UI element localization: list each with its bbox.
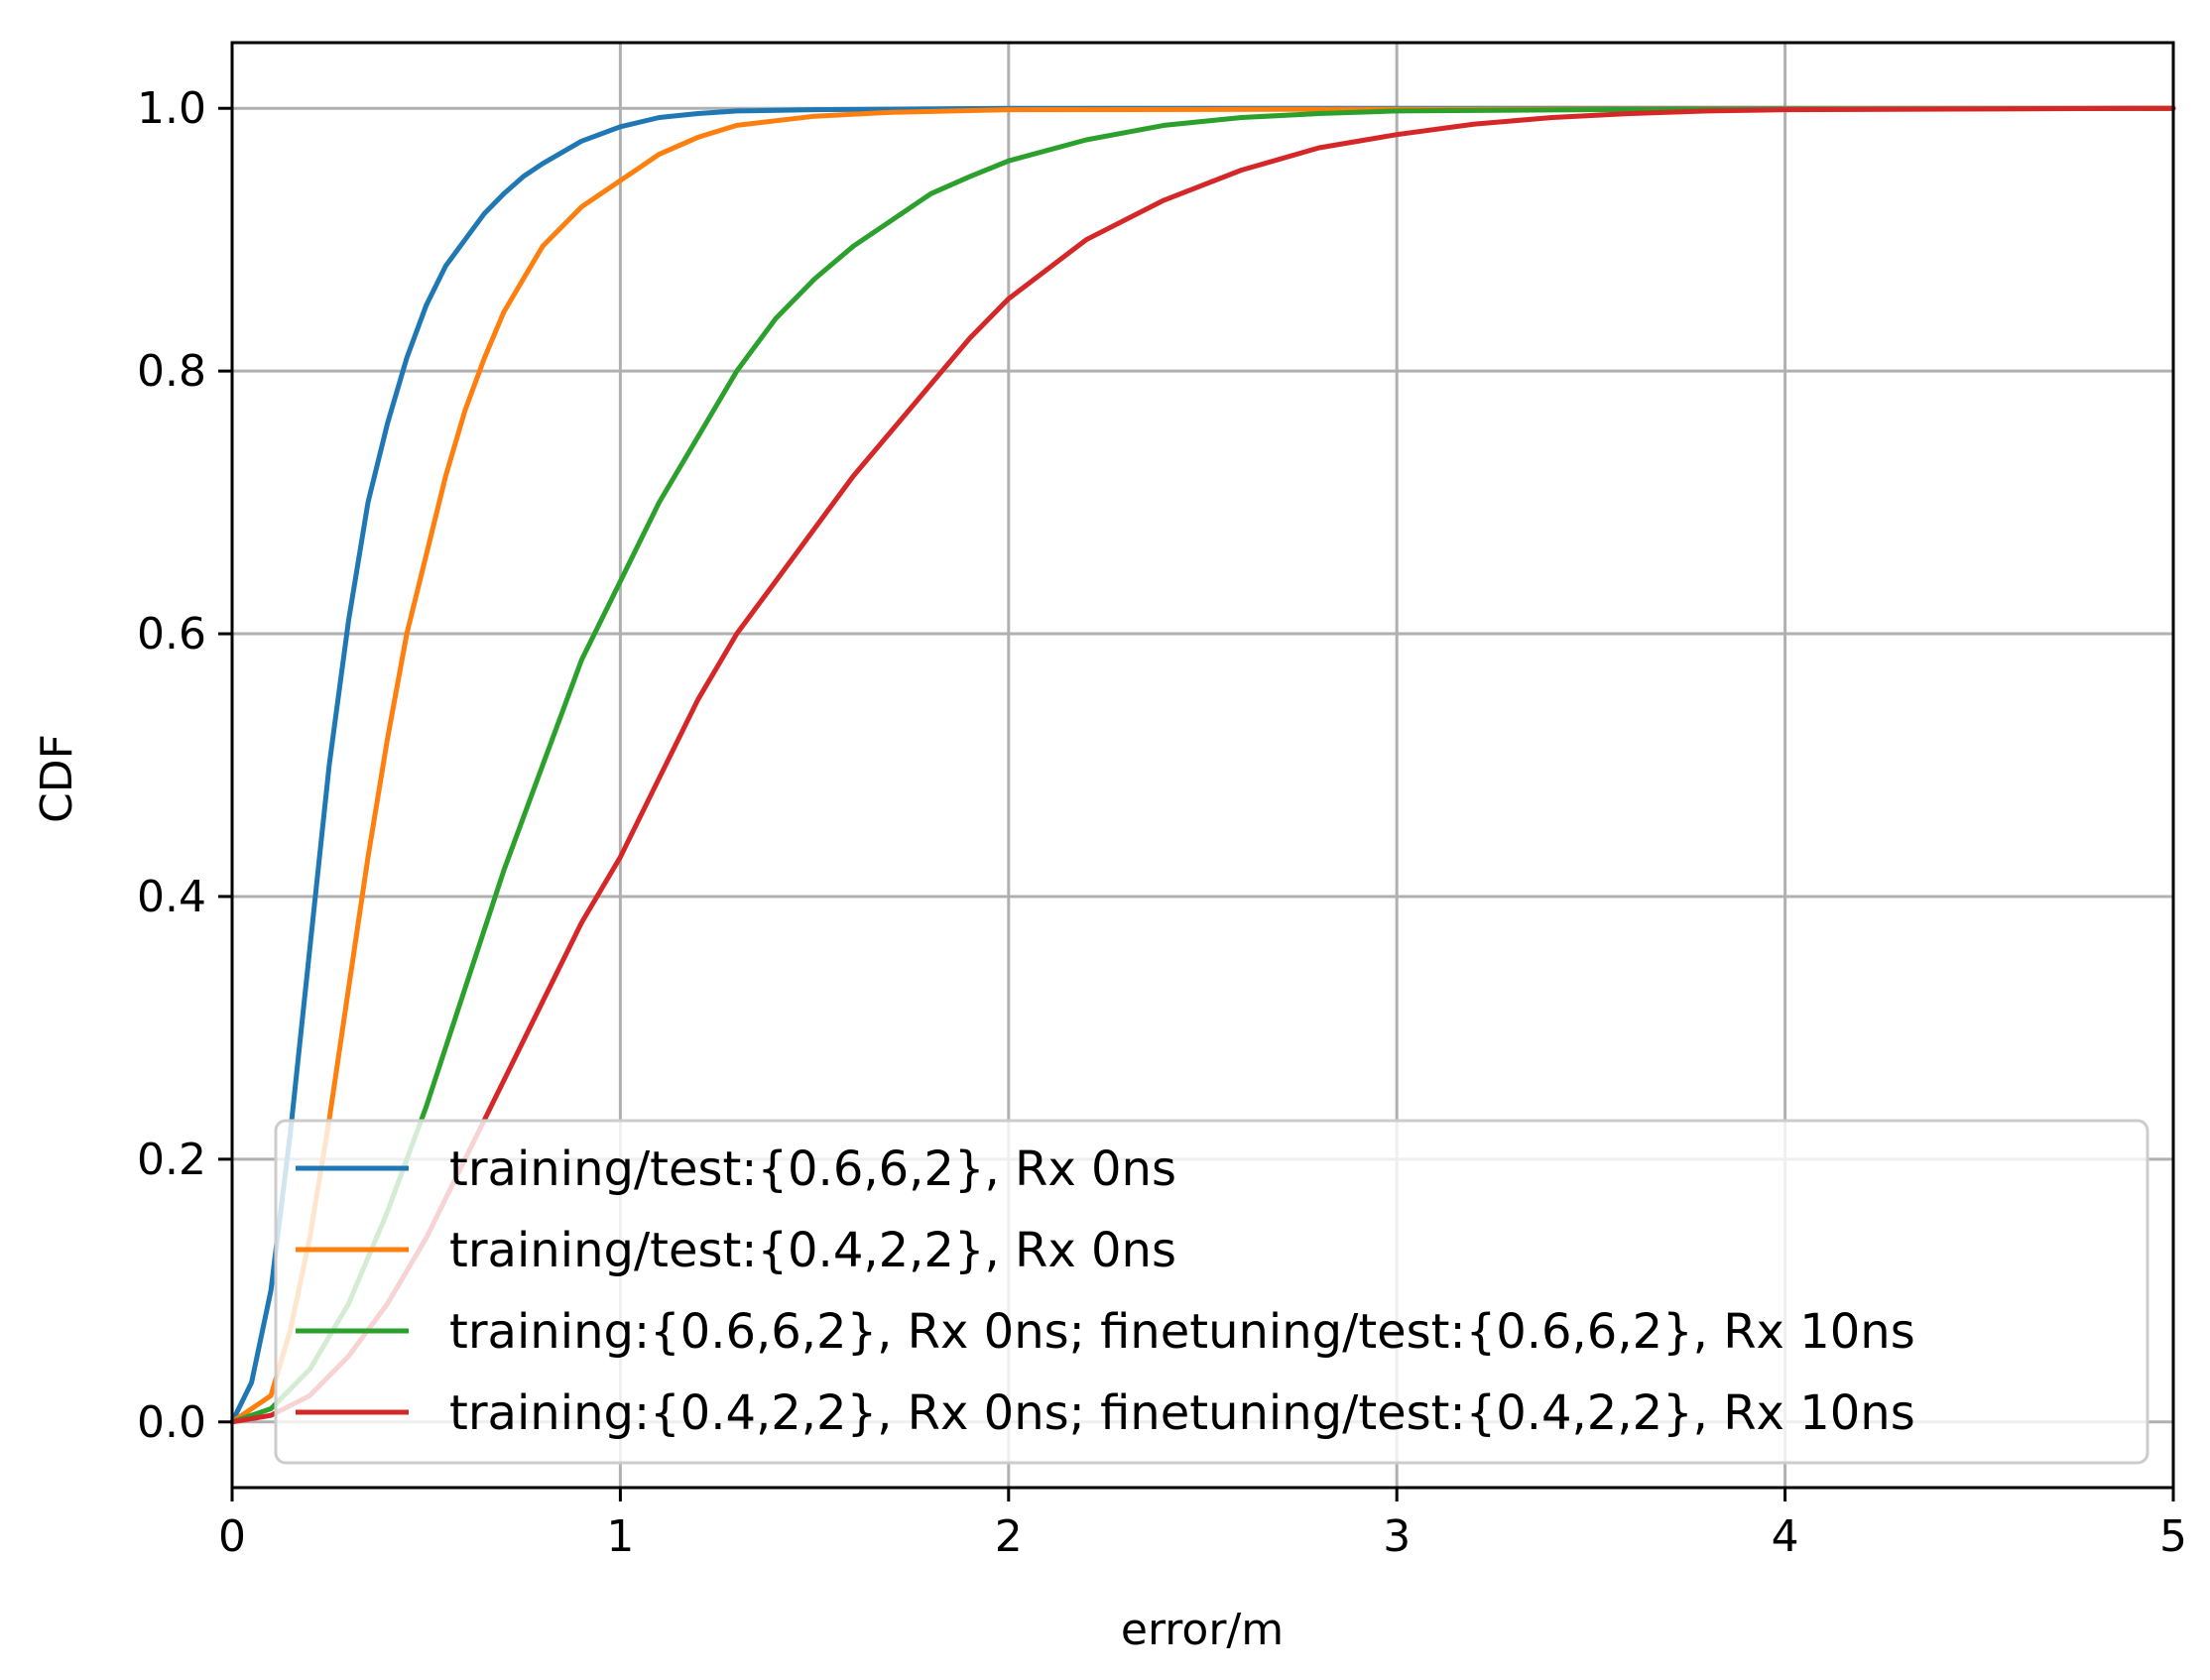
- axis-ticks: 0 1 2 3 4 5 0.0 0.2 0.4 0.6 0.8 1.0: [137, 83, 2187, 1562]
- y-tick-label: 0.8: [137, 346, 206, 397]
- y-tick-label: 0.0: [137, 1397, 206, 1448]
- y-axis-label: CDF: [32, 734, 82, 823]
- x-tick-label: 5: [2159, 1511, 2187, 1562]
- plot-frame: [230, 41, 2175, 1490]
- y-tick-label: 0.6: [137, 609, 206, 660]
- series-line-blue: [229, 105, 2176, 1425]
- legend-entry-label: training:{0.4,2,2}, Rx 0ns; finetuning/t…: [449, 1385, 1915, 1441]
- x-tick-label: 3: [1383, 1511, 1411, 1562]
- x-tick-label: 1: [606, 1511, 634, 1562]
- y-tick-label: 0.4: [137, 872, 206, 922]
- legend-entry-label: training/test:{0.4,2,2}, Rx 0ns: [449, 1223, 1176, 1278]
- legend-entry-label: training:{0.6,6,2}, Rx 0ns; finetuning/t…: [449, 1304, 1915, 1360]
- x-tick-label: 0: [218, 1511, 246, 1562]
- legend-entry-label: training/test:{0.6,6,2}, Rx 0ns: [449, 1141, 1176, 1197]
- y-tick-label: 0.2: [137, 1135, 206, 1185]
- x-axis-label: error/m: [1121, 1605, 1284, 1655]
- legend-box: [274, 1119, 2149, 1465]
- x-tick-label: 2: [995, 1511, 1023, 1562]
- legend: training/test:{0.6,6,2}, Rx 0ns training/…: [274, 1119, 2149, 1465]
- y-tick-label: 1.0: [137, 83, 206, 134]
- x-tick-label: 4: [1772, 1511, 1799, 1562]
